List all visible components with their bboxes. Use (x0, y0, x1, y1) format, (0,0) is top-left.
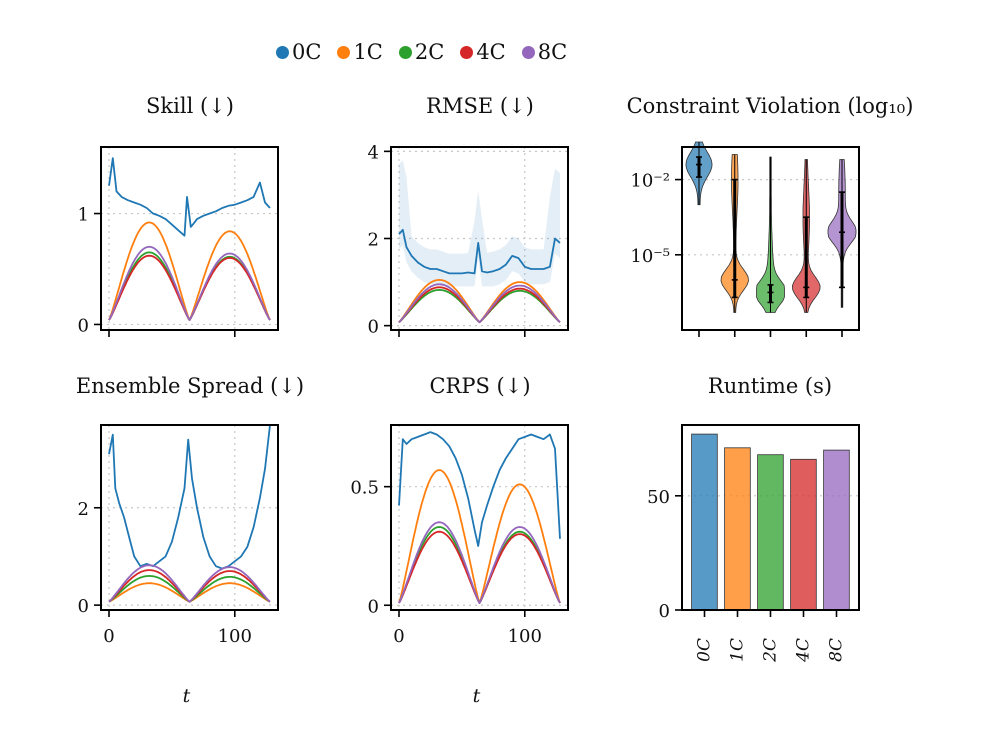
legend-label-4c: 4C (476, 40, 506, 64)
bar-category-label-8c: 8C (827, 638, 847, 662)
spread-title: Ensemble Spread (↓) (76, 374, 304, 398)
crps-series-0c (398, 431, 561, 547)
violation-ytick-label: 10⁻² (630, 171, 670, 192)
spread-axes-frame (100, 424, 279, 611)
crps-xtick-label: 0 (393, 626, 404, 647)
panel-spread: 0 2 0 100 t Ensemble Spread (↓) (76, 374, 304, 707)
spread-xlabel: t (183, 685, 191, 707)
spread-ytick-label: 2 (78, 499, 89, 520)
panel-rmse: 0 2 4 RMSE (↓) (368, 94, 569, 338)
bar-8c (823, 449, 850, 611)
bar-4c (790, 458, 817, 611)
legend-label-1c: 1C (353, 40, 383, 64)
legend-marker-8c (521, 45, 535, 59)
rmse-ytick-label: 4 (368, 142, 379, 163)
violation-title: Constraint Violation (log₁₀) (627, 94, 914, 118)
violation-ytick-label: 10⁻⁵ (630, 246, 670, 267)
panel-skill: 0 1 Skill (↓) (78, 94, 279, 337)
legend-marker-0c (276, 45, 289, 59)
spread-ytick-label: 0 (78, 596, 89, 617)
crps-xtick-label: 100 (508, 626, 542, 647)
crps-xlabel: t (473, 685, 481, 707)
rmse-ytick-label: 0 (368, 317, 379, 338)
skill-title: Skill (↓) (146, 94, 234, 118)
rmse-title: RMSE (↓) (426, 94, 534, 118)
bar-0c (691, 433, 718, 611)
skill-ytick-label: 1 (78, 205, 89, 226)
legend-item-8c: 8C (521, 40, 568, 64)
crps-series-8c (398, 521, 561, 604)
bar-category-label-1c: 1C (728, 638, 748, 662)
runtime-title: Runtime (s) (708, 374, 832, 398)
legend-marker-2c (398, 45, 412, 59)
runtime-ytick-label: 0 (659, 601, 670, 622)
panel-runtime: 0C 1C 2C 4C 8C 0 50 Runtime (s) (647, 374, 860, 663)
bar-category-label-2c: 2C (761, 638, 781, 663)
violation-axes-frame (681, 146, 860, 331)
rmse-0c-uncertainty-band (399, 160, 560, 287)
legend-item-1c: 1C (337, 40, 383, 64)
skill-series-0c (108, 157, 271, 237)
spread-xtick-label: 100 (218, 626, 252, 647)
bar-category-label-0c: 0C (695, 638, 715, 662)
crps-ytick-label: 0.5 (350, 478, 379, 499)
legend-marker-4c (460, 45, 474, 59)
legend-marker-1c (337, 45, 351, 59)
bar-category-label-4c: 4C (794, 638, 814, 663)
spread-xtick-label: 0 (103, 626, 114, 647)
legend-label-8c: 8C (537, 40, 568, 64)
legend-item-2c: 2C (398, 40, 445, 64)
legend-label-0c: 0C (292, 40, 322, 64)
bar-2c (757, 454, 784, 611)
legend-label-2c: 2C (414, 40, 445, 64)
runtime-ytick-label: 50 (647, 487, 670, 508)
crps-ytick-label: 0 (368, 596, 379, 617)
skill-series-8c (108, 245, 271, 321)
rmse-ytick-label: 2 (368, 230, 379, 251)
legend-item-4c: 4C (460, 40, 506, 64)
bar-1c (724, 447, 751, 611)
spread-series-1c (108, 582, 271, 603)
rmse-series-8c (398, 283, 561, 324)
legend: 0C 1C 2C 4C 8C (276, 40, 567, 64)
panel-violation: 10⁻² 10⁻⁵ Constraint Violation (log₁₀) (627, 94, 914, 337)
spread-series-2c (108, 575, 271, 603)
skill-axes-frame (100, 146, 279, 331)
crps-title: CRPS (↓) (429, 374, 530, 398)
crps-axes-frame (390, 424, 569, 611)
runtime-axes-frame (681, 424, 860, 611)
rmse-series-1c (398, 279, 561, 324)
spread-series-0c (108, 424, 271, 570)
panel-crps: 0 0.5 0 100 t CRPS (↓) (350, 374, 569, 707)
spread-series-8c (108, 564, 271, 603)
rmse-series-0c (398, 228, 561, 275)
legend-item-0c: 0C (276, 40, 321, 64)
skill-ytick-label: 0 (78, 315, 89, 336)
